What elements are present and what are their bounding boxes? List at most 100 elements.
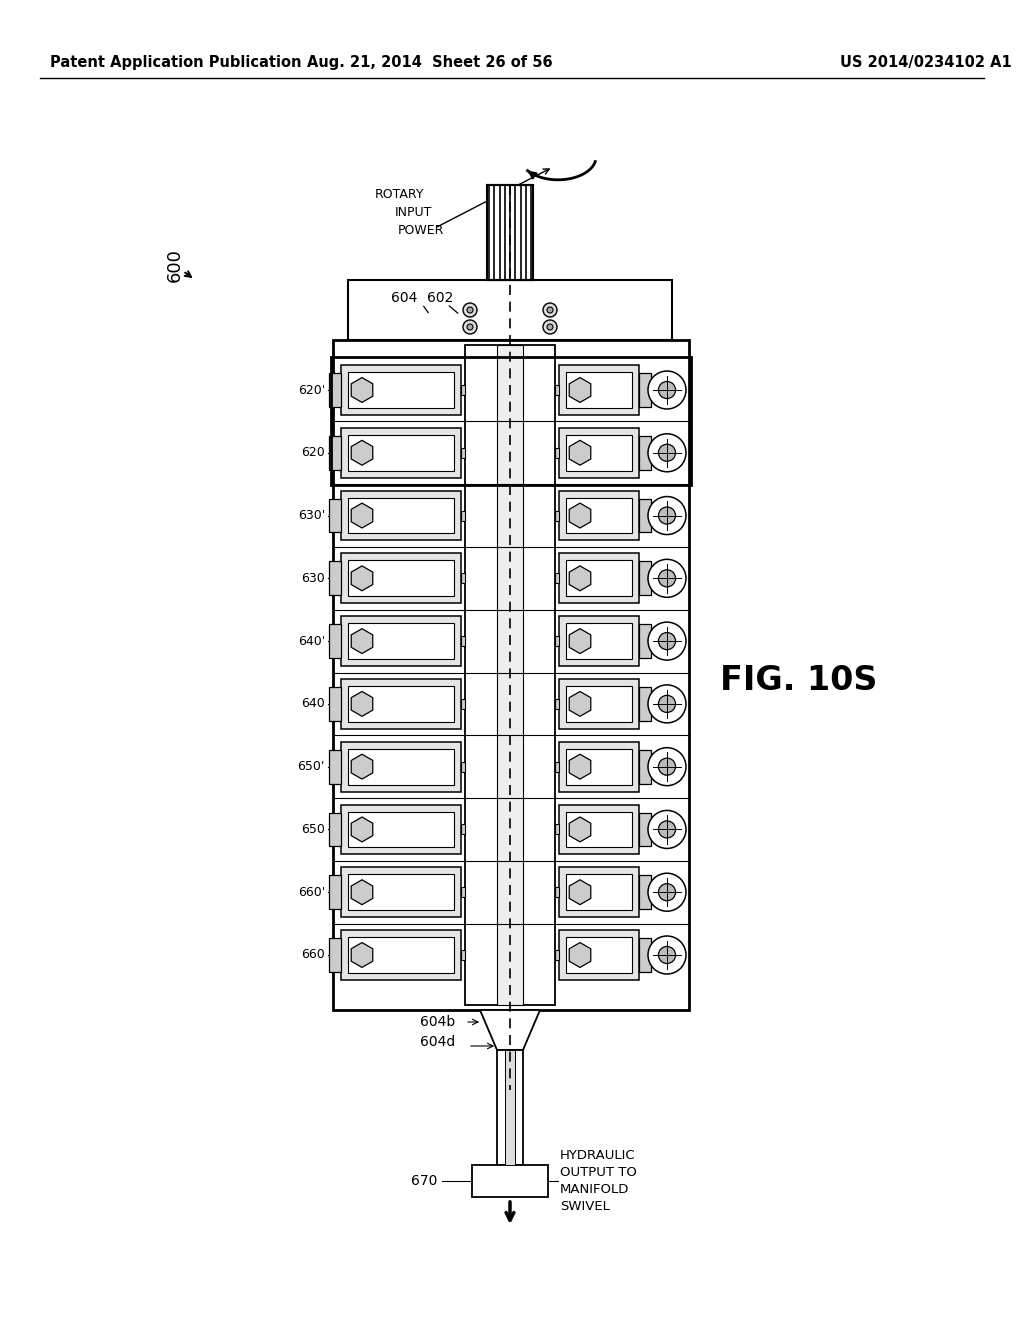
Bar	[329, 374, 341, 407]
Circle shape	[543, 304, 557, 317]
Bar	[461, 887, 465, 898]
Circle shape	[658, 445, 676, 461]
Bar	[329, 750, 341, 784]
Text: 660': 660'	[298, 886, 325, 899]
Polygon shape	[351, 378, 373, 403]
Polygon shape	[569, 942, 591, 968]
Circle shape	[648, 434, 686, 471]
Polygon shape	[351, 817, 373, 842]
Text: 630': 630'	[298, 510, 325, 521]
Bar	[348, 561, 454, 597]
Text: 640: 640	[301, 697, 325, 710]
Circle shape	[658, 821, 676, 838]
Text: 650: 650	[301, 822, 325, 836]
Polygon shape	[351, 566, 373, 591]
Bar	[461, 762, 465, 772]
Bar	[639, 561, 651, 595]
Bar	[348, 623, 454, 659]
Bar	[566, 372, 632, 408]
Bar	[639, 499, 651, 532]
Polygon shape	[569, 378, 591, 403]
Polygon shape	[351, 503, 373, 528]
Circle shape	[648, 747, 686, 785]
Bar	[566, 686, 632, 722]
Bar	[341, 931, 461, 979]
Text: 650': 650'	[298, 760, 325, 774]
Bar	[505, 1049, 515, 1166]
Bar	[348, 372, 454, 408]
Circle shape	[463, 319, 477, 334]
Bar	[555, 385, 559, 395]
Bar	[461, 825, 465, 834]
Bar	[341, 491, 461, 540]
Bar	[333, 341, 689, 1010]
Text: FIG. 10S: FIG. 10S	[720, 664, 878, 697]
Bar	[639, 436, 651, 470]
Bar	[348, 434, 454, 471]
Bar	[341, 428, 461, 478]
Polygon shape	[351, 880, 373, 904]
Bar	[566, 561, 632, 597]
Bar	[461, 698, 465, 709]
Bar	[555, 825, 559, 834]
Bar	[639, 939, 651, 972]
Bar	[341, 553, 461, 603]
Bar	[329, 875, 341, 909]
Bar	[329, 499, 341, 532]
Circle shape	[648, 496, 686, 535]
Text: 602: 602	[427, 290, 454, 305]
Text: 640': 640'	[298, 635, 325, 648]
Circle shape	[648, 622, 686, 660]
Polygon shape	[351, 628, 373, 653]
Bar	[348, 748, 454, 784]
Bar	[331, 358, 691, 486]
Text: 660: 660	[301, 949, 325, 961]
Bar	[566, 937, 632, 973]
Text: 630: 630	[301, 572, 325, 585]
Bar	[461, 636, 465, 645]
Polygon shape	[569, 692, 591, 717]
Circle shape	[463, 304, 477, 317]
Text: HYDRAULIC
OUTPUT TO
MANIFOLD
SWIVEL: HYDRAULIC OUTPUT TO MANIFOLD SWIVEL	[560, 1148, 637, 1213]
Bar	[555, 887, 559, 898]
Bar	[559, 553, 639, 603]
Bar	[559, 366, 639, 414]
Polygon shape	[351, 942, 373, 968]
Circle shape	[467, 323, 473, 330]
Bar	[341, 616, 461, 667]
Circle shape	[547, 308, 553, 313]
Circle shape	[658, 381, 676, 399]
Bar	[639, 686, 651, 721]
Bar	[461, 511, 465, 520]
Bar	[559, 616, 639, 667]
Bar	[329, 939, 341, 972]
Bar	[555, 950, 559, 960]
Bar	[639, 813, 651, 846]
Bar	[348, 280, 672, 341]
Circle shape	[648, 560, 686, 598]
Bar	[639, 374, 651, 407]
Circle shape	[658, 570, 676, 587]
Text: POWER: POWER	[398, 224, 444, 238]
Bar	[461, 950, 465, 960]
Polygon shape	[569, 503, 591, 528]
Polygon shape	[480, 1010, 540, 1049]
Bar	[559, 867, 639, 917]
Bar	[555, 573, 559, 583]
Circle shape	[658, 758, 676, 775]
Bar	[555, 762, 559, 772]
Polygon shape	[351, 692, 373, 717]
Text: 620': 620'	[298, 384, 325, 396]
Bar	[348, 812, 454, 847]
Bar	[348, 498, 454, 533]
Bar	[559, 805, 639, 854]
Circle shape	[658, 507, 676, 524]
Bar	[348, 937, 454, 973]
Bar	[465, 345, 555, 1005]
Bar	[559, 678, 639, 729]
Text: 604: 604	[391, 290, 417, 305]
Bar	[555, 447, 559, 458]
Polygon shape	[351, 754, 373, 779]
Circle shape	[547, 323, 553, 330]
Bar	[555, 636, 559, 645]
